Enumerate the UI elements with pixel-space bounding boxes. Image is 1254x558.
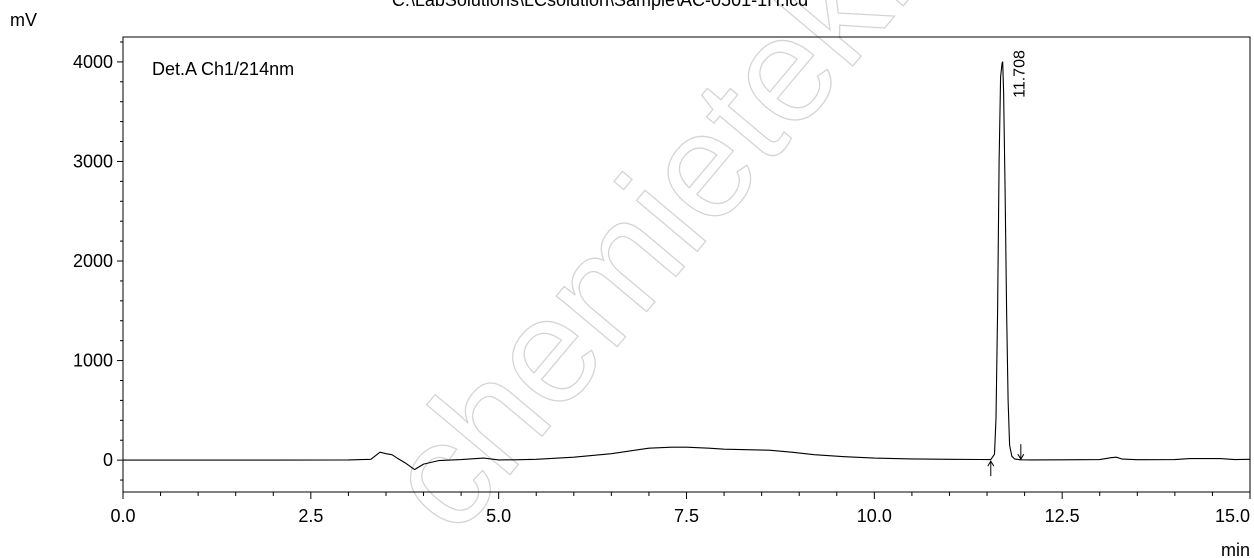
x-axis-unit: min — [1221, 540, 1250, 558]
x-tick-label: 15.0 — [1215, 506, 1250, 526]
peak-retention-time-label: 11.708 — [1012, 50, 1029, 98]
detector-label: Det.A Ch1/214nm — [152, 59, 294, 79]
y-tick-label: 3000 — [73, 151, 113, 171]
chromatogram-trace — [123, 61, 1251, 471]
x-tick-label: 5.0 — [486, 506, 511, 526]
x-tick-label: 7.5 — [674, 506, 699, 526]
y-axis-ticks: 0 1000 2000 3000 4000 — [73, 41, 123, 481]
peak-annotations: 11.708 — [987, 50, 1029, 477]
y-tick-label: 1000 — [73, 351, 113, 371]
chart-title: C:\LabSolutions\LCsolution\Sample\AC-050… — [392, 0, 808, 10]
series-layer — [123, 61, 1251, 471]
y-tick-label: 0 — [103, 450, 113, 470]
x-tick-label: 10.0 — [857, 506, 892, 526]
y-tick-label: 4000 — [73, 52, 113, 72]
y-tick-label: 2000 — [73, 251, 113, 271]
y-axis-unit: mV — [10, 10, 37, 30]
x-axis-ticks: 0.0 2.5 5.0 7.5 10.0 12.5 15.0 — [110, 492, 1251, 526]
x-tick-label: 2.5 — [298, 506, 323, 526]
x-tick-label: 0.0 — [110, 506, 135, 526]
x-tick-label: 12.5 — [1045, 506, 1080, 526]
peak-start-arrowhead — [987, 460, 995, 467]
peak-end-arrowhead — [1017, 453, 1025, 461]
